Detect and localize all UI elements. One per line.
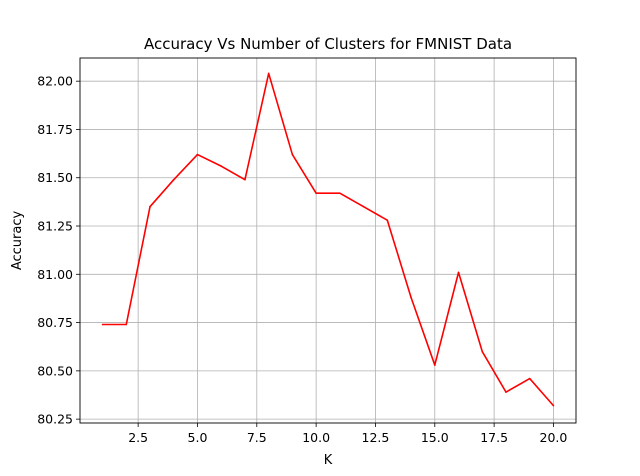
- x-tick-label: 2.5: [128, 430, 148, 445]
- data-point: [149, 205, 151, 208]
- chart-title: Accuracy Vs Number of Clusters for FMNIS…: [144, 35, 512, 53]
- data-point: [220, 165, 223, 167]
- data-point: [552, 404, 555, 407]
- data-point: [172, 178, 175, 181]
- y-tick-label: 80.50: [37, 363, 73, 378]
- data-point: [433, 364, 436, 366]
- data-point: [244, 178, 246, 181]
- data-point: [410, 296, 412, 299]
- x-tick-label: 20.0: [540, 430, 568, 445]
- ticks-layer: 2.5 5.0 7.5 10.0 12.5 15.0 17.5 20.0 80.25 80.50 8…: [37, 74, 567, 445]
- y-tick-label: 81.75: [37, 122, 73, 137]
- data-point: [196, 153, 199, 156]
- plot-frame: [79, 57, 577, 424]
- x-tick-label: 7.5: [247, 430, 267, 445]
- data-point: [101, 323, 104, 326]
- data-point: [481, 350, 484, 353]
- x-tick-label: 17.5: [480, 430, 508, 445]
- y-tick-label: 82.00: [37, 74, 73, 89]
- data-point: [315, 192, 317, 194]
- x-tick-label: 12.5: [362, 430, 390, 445]
- series-line: [102, 72, 555, 407]
- x-tick-label: 10.0: [302, 430, 330, 445]
- y-tick-label: 81.00: [37, 267, 73, 282]
- data-point: [267, 72, 270, 75]
- data-point: [362, 205, 365, 208]
- y-tick-label: 80.75: [37, 315, 73, 330]
- x-tick-label: 5.0: [188, 430, 208, 445]
- data-point: [339, 192, 341, 194]
- y-axis-label: Accuracy: [10, 211, 25, 271]
- data-point: [528, 377, 531, 380]
- y-tick-label: 81.50: [37, 170, 73, 185]
- data-point: [457, 271, 460, 274]
- data-point: [125, 323, 128, 326]
- data-point: [386, 219, 389, 222]
- grid: [80, 58, 576, 423]
- series-layer: [101, 72, 555, 407]
- x-axis-label: K: [324, 453, 333, 468]
- y-tick-label: 81.25: [37, 219, 73, 234]
- y-tick-label: 80.25: [37, 412, 73, 427]
- x-tick-label: 15.0: [421, 430, 449, 445]
- data-point: [291, 153, 294, 156]
- data-point: [505, 391, 507, 393]
